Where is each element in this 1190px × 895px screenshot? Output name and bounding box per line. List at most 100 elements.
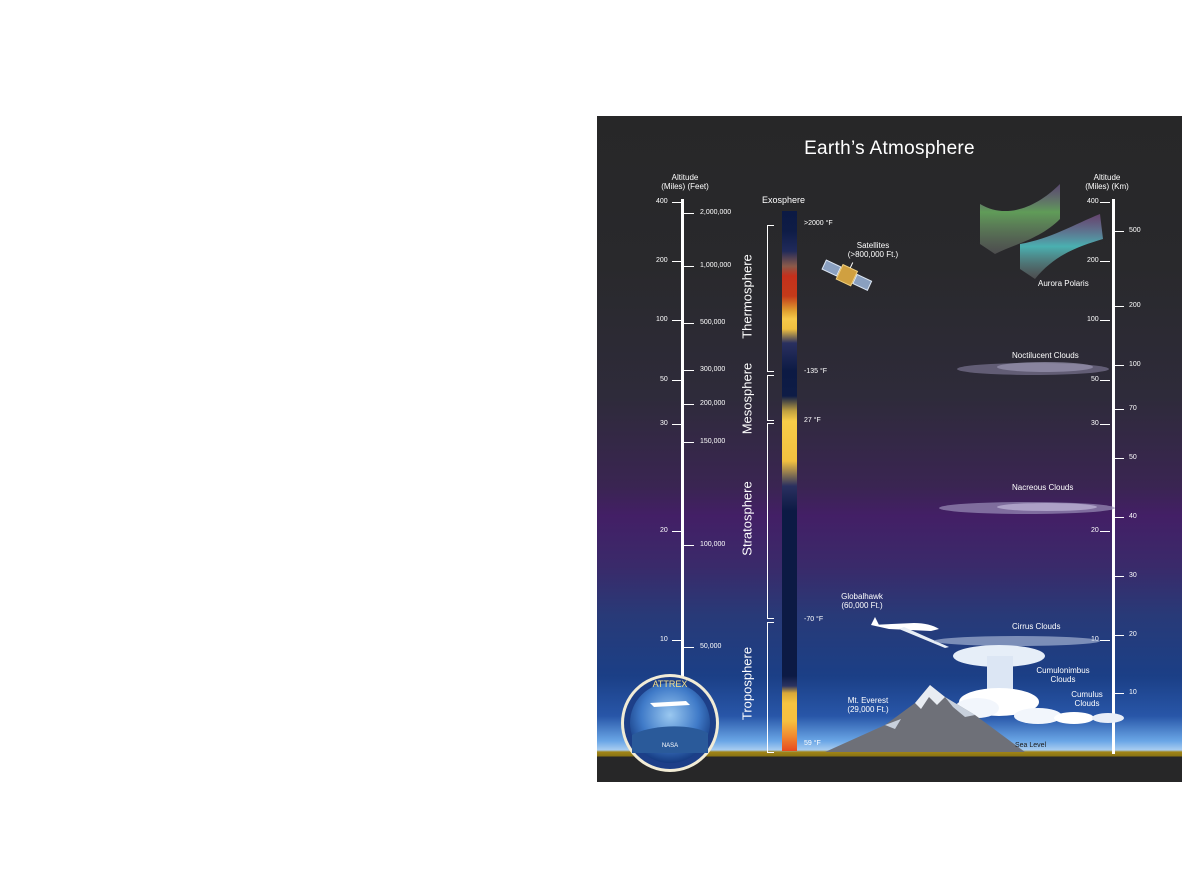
right-km-tick <box>1115 576 1124 577</box>
left-mile-tick <box>672 531 681 532</box>
right-altitude-axis <box>1112 199 1115 754</box>
cumulus-label: Cumulus <box>1071 690 1103 699</box>
left-mile-tick <box>672 380 681 381</box>
right-mile-tick <box>1100 320 1110 321</box>
left-feet-tick <box>684 647 694 648</box>
troposphere-bracket <box>767 622 774 753</box>
left-feet-tick <box>684 370 694 371</box>
left-feet-label: 100,000 <box>700 541 726 548</box>
right-km-label: 10 <box>1129 689 1137 696</box>
left-axis-header: Altitude (Miles) (Feet) <box>655 173 715 191</box>
right-km-label: 100 <box>1129 361 1141 368</box>
temp-label-stratopause: 27 °F <box>804 417 821 424</box>
left-mile-label: 400 <box>656 198 668 205</box>
right-mile-label: 100 <box>1087 316 1099 323</box>
attrex-mission-logo: ATTREX NASA <box>621 674 719 772</box>
cumulonimbus-label: Cumulonimbus <box>1036 666 1090 675</box>
left-mile-tick <box>672 320 681 321</box>
left-mile-tick <box>672 640 681 641</box>
exosphere-label: Exosphere <box>762 195 806 205</box>
left-mile-label: 20 <box>660 527 668 534</box>
everest-caption: Mt. Everest (29,000 Ft.) <box>833 696 903 714</box>
right-mile-label: 20 <box>1091 527 1099 534</box>
left-feet-label: 50,000 <box>700 643 722 650</box>
right-km-tick <box>1115 517 1124 518</box>
cirrus-clouds-icon <box>934 636 1100 646</box>
left-feet-label: 500,000 <box>700 319 726 326</box>
satellites-altitude: (>800,000 Ft.) <box>847 250 899 259</box>
right-km-tick <box>1115 306 1124 307</box>
cumulus-label-2: Clouds <box>1074 699 1100 708</box>
satellites-caption: Satellites (>800,000 Ft.) <box>837 241 909 259</box>
right-mile-label: 400 <box>1087 198 1099 205</box>
temp-label-thermosphere: >2000 °F <box>804 220 833 227</box>
mountain-everest-icon <box>825 685 1025 752</box>
left-feet-label: 200,000 <box>700 400 726 407</box>
satellite-icon <box>821 259 873 291</box>
left-altitude-axis <box>681 199 684 754</box>
noctilucent-clouds-label: Noctilucent Clouds <box>1012 351 1079 360</box>
left-feet-tick <box>684 442 694 443</box>
left-mile-tick <box>672 202 681 203</box>
everest-altitude: (29,000 Ft.) <box>847 705 889 714</box>
cumulonimbus-caption: Cumulonimbus Clouds <box>1033 666 1093 684</box>
right-axis-header-label: Altitude <box>1093 173 1121 182</box>
troposphere-label: Troposphere <box>739 646 755 721</box>
nacreous-clouds-icon <box>939 502 1115 514</box>
left-feet-label: 300,000 <box>700 366 726 373</box>
aurora-label: Aurora Polaris <box>1038 279 1089 288</box>
left-feet-tick <box>684 404 694 405</box>
mesosphere-bracket <box>767 375 774 421</box>
mesosphere-label: Mesosphere <box>739 362 755 435</box>
right-axis-header-units: (Miles) (Km) <box>1085 182 1129 191</box>
right-mile-tick <box>1100 261 1110 262</box>
right-km-label: 20 <box>1129 631 1137 638</box>
globalhawk-altitude: (60,000 Ft.) <box>841 601 883 610</box>
right-km-label: 500 <box>1129 227 1141 234</box>
thermosphere-bracket <box>767 225 774 372</box>
right-km-tick <box>1115 409 1124 410</box>
left-feet-label: 1,000,000 <box>700 262 732 269</box>
satellites-label: Satellites <box>856 241 890 250</box>
right-km-tick <box>1115 693 1124 694</box>
left-feet-label: 2,000,000 <box>700 209 732 216</box>
right-km-tick <box>1115 635 1124 636</box>
left-mile-tick <box>672 424 681 425</box>
globalhawk-caption: Globalhawk (60,000 Ft.) <box>827 592 897 610</box>
right-mile-tick <box>1100 380 1110 381</box>
cirrus-clouds-label: Cirrus Clouds <box>1012 622 1061 631</box>
cumulus-clouds-icon <box>1014 708 1124 724</box>
right-km-tick <box>1115 458 1124 459</box>
temperature-color-bar <box>782 211 797 751</box>
left-mile-tick <box>672 261 681 262</box>
right-km-tick <box>1115 365 1124 366</box>
temp-label-surface: 59 °F <box>804 740 821 747</box>
left-axis-header-units: (Miles) (Feet) <box>661 182 709 191</box>
left-feet-tick <box>684 266 694 267</box>
right-km-label: 40 <box>1129 513 1137 520</box>
sea-level-label: Sea Level <box>1015 742 1047 749</box>
stratosphere-label: Stratosphere <box>739 481 755 556</box>
logo-top-text: ATTREX <box>653 679 688 689</box>
right-mile-label: 30 <box>1091 420 1099 427</box>
right-mile-label: 50 <box>1091 376 1099 383</box>
cumulonimbus-label-2: Clouds <box>1050 675 1076 684</box>
temp-label-tropopause: -70 °F <box>804 616 824 623</box>
left-feet-tick <box>684 213 694 214</box>
right-km-label: 30 <box>1129 572 1137 579</box>
everest-label: Mt. Everest <box>847 696 889 705</box>
left-mile-label: 50 <box>660 376 668 383</box>
right-mile-tick <box>1100 531 1110 532</box>
left-feet-tick <box>684 545 694 546</box>
left-mile-label: 200 <box>656 257 668 264</box>
right-mile-tick <box>1100 202 1110 203</box>
right-mile-tick <box>1100 424 1110 425</box>
thermosphere-label: Thermosphere <box>739 254 755 339</box>
left-mile-label: 10 <box>660 636 668 643</box>
globalhawk-aircraft-icon <box>871 617 949 648</box>
right-km-label: 70 <box>1129 405 1137 412</box>
right-mile-tick <box>1100 640 1110 641</box>
logo-bottom-text: NASA <box>662 743 678 749</box>
poster-title: Earth’s Atmosphere <box>804 138 975 159</box>
atmosphere-poster: Earth’s Atmosphere Altitude (Miles) (Fee… <box>597 116 1182 782</box>
